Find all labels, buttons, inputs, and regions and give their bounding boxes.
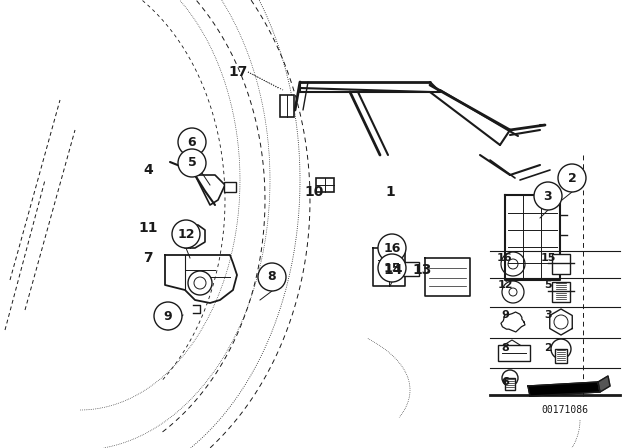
- FancyBboxPatch shape: [552, 282, 570, 302]
- Text: 12: 12: [497, 280, 513, 290]
- Text: 12: 12: [177, 228, 195, 241]
- Text: 00171086: 00171086: [541, 405, 589, 415]
- Polygon shape: [598, 376, 610, 392]
- FancyBboxPatch shape: [280, 95, 294, 117]
- Text: 14: 14: [383, 263, 403, 277]
- Circle shape: [378, 254, 406, 282]
- FancyBboxPatch shape: [505, 378, 515, 390]
- Text: 9: 9: [501, 310, 509, 320]
- Circle shape: [178, 128, 206, 156]
- Text: 15: 15: [383, 262, 401, 275]
- Circle shape: [154, 302, 182, 330]
- FancyBboxPatch shape: [552, 254, 570, 274]
- Text: 13: 13: [412, 263, 432, 277]
- Text: 17: 17: [228, 65, 248, 79]
- Text: 2: 2: [568, 172, 577, 185]
- FancyBboxPatch shape: [403, 262, 419, 276]
- Text: 7: 7: [143, 251, 153, 265]
- Text: 6: 6: [501, 377, 509, 387]
- Text: 5: 5: [188, 156, 196, 169]
- Circle shape: [178, 149, 206, 177]
- Text: 16: 16: [383, 241, 401, 254]
- Circle shape: [378, 234, 406, 262]
- Polygon shape: [528, 382, 600, 396]
- Text: 16: 16: [497, 253, 513, 263]
- Text: 4: 4: [143, 163, 153, 177]
- Text: 2: 2: [544, 343, 552, 353]
- Text: 11: 11: [138, 221, 157, 235]
- FancyBboxPatch shape: [316, 178, 334, 192]
- Text: 1: 1: [385, 185, 395, 199]
- Text: 10: 10: [304, 185, 324, 199]
- Text: 3: 3: [544, 310, 552, 320]
- Text: 8: 8: [268, 271, 276, 284]
- Text: 9: 9: [164, 310, 172, 323]
- FancyBboxPatch shape: [224, 182, 236, 192]
- Circle shape: [534, 182, 562, 210]
- FancyBboxPatch shape: [555, 349, 567, 363]
- FancyBboxPatch shape: [498, 345, 530, 361]
- Text: 15: 15: [540, 253, 556, 263]
- Circle shape: [172, 220, 200, 248]
- Circle shape: [558, 164, 586, 192]
- Text: 8: 8: [501, 343, 509, 353]
- Text: 6: 6: [188, 135, 196, 148]
- Circle shape: [258, 263, 286, 291]
- Text: 3: 3: [544, 190, 552, 202]
- Text: 5: 5: [544, 280, 552, 290]
